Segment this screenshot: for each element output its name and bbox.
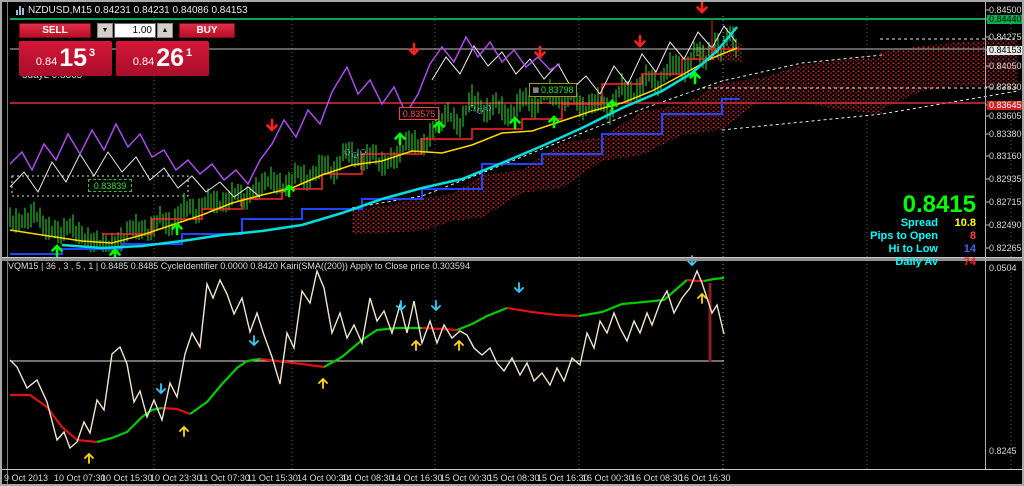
price-axis-label: 0.83160 xyxy=(989,151,1022,161)
chart-left-border xyxy=(7,2,8,484)
price-axis-label: 0.83645 xyxy=(987,100,1022,110)
price-axis-label: 0.82490 xyxy=(989,220,1022,230)
pane-separator[interactable] xyxy=(2,257,1022,261)
grid-icon: ▦ xyxy=(532,87,540,94)
price-axis-label: 0.84440 xyxy=(987,14,1022,24)
price-axis-label: 0.83380 xyxy=(989,129,1022,139)
time-axis-label: 9 Oct 2013 xyxy=(4,473,49,483)
time-axis-line xyxy=(2,469,1022,470)
time-axis[interactable]: 9 Oct 2013 10 Oct 07:30 10 Oct 15:30 10 Oct… xyxy=(2,472,1022,484)
time-axis-label: 16 Oct 00:30 xyxy=(582,473,634,483)
price-axis-label: 0.84050 xyxy=(989,61,1022,71)
price-axis-separator xyxy=(985,2,986,469)
price-axis-label: 0.82715 xyxy=(989,197,1022,207)
sell-arrow-markers xyxy=(266,2,708,132)
info-row-label: Hi to Low xyxy=(888,243,939,255)
purple-zigzag-line xyxy=(9,35,561,186)
resistance-step-line xyxy=(102,48,740,235)
price-axis[interactable]: 0.84500 0.84440 0.84275 0.84153 0.84050 0.838… xyxy=(986,2,1022,469)
buy-price-prefix: 0.84 xyxy=(132,55,155,68)
time-axis-label: 15 Oct 08:30 xyxy=(488,473,540,483)
info-row-label: Pips to Open xyxy=(870,230,938,242)
ichimoku-cloud xyxy=(351,38,1019,234)
info-row-value: 10.8 xyxy=(954,217,976,229)
one-click-trade-panel: SELL ▼ ▲ BUY xyxy=(19,23,235,38)
time-axis-label: 14 Oct 00:30 xyxy=(297,473,349,483)
sell-price-big: 15 xyxy=(59,44,88,72)
vq-line xyxy=(10,276,725,444)
kairi-line xyxy=(9,268,725,450)
zone-price-tag: 0.83839 xyxy=(88,179,132,192)
time-axis-label: 15 Oct 16:30 xyxy=(537,473,589,483)
time-axis-label: 10 Oct 15:30 xyxy=(101,473,153,483)
price-axis-label: 0.84275 xyxy=(989,32,1022,42)
info-rows: Spread 10.8 Pips to Open 8 Hi to Low 14 Daily … xyxy=(870,217,976,268)
white-zigzag-left xyxy=(9,151,261,198)
current-price: 0.8415 xyxy=(902,191,976,218)
ma-price-value: 0.83798 xyxy=(541,85,574,95)
market-info-panel: 0.8415 Spread 10.8 Pips to Open 8 Hi to Low 1… xyxy=(870,191,976,269)
volume-decrease-button[interactable]: ▼ xyxy=(97,23,113,38)
volume-input[interactable] xyxy=(114,23,156,38)
time-axis-label: 14 Oct 16:30 xyxy=(391,473,443,483)
buy-price-big: 26 xyxy=(156,44,185,72)
time-axis-label: 16 Oct 16:30 xyxy=(679,473,731,483)
indicator-scale-top: 0.0504 xyxy=(989,263,1017,273)
info-row-value: 8 xyxy=(969,230,976,242)
yellow-ma-line xyxy=(9,47,738,244)
indicator-scale-bottom: 0.8245 xyxy=(989,446,1017,456)
info-row: Daily Av 74 xyxy=(870,256,976,268)
time-axis-label: 14 Oct 08:30 xyxy=(342,473,394,483)
price-axis-label: 0.83830 xyxy=(989,82,1022,92)
ma-price-tag: ▦ 0.83798 xyxy=(529,83,577,97)
sell-price-tile[interactable]: 0.84 15 3 xyxy=(19,41,112,76)
price-axis-label: 0.82265 xyxy=(989,243,1022,253)
oscillator-down-arrows xyxy=(156,255,697,395)
mid-price-tag: 0.83575 xyxy=(399,107,439,120)
sell-price-prefix: 0.84 xyxy=(35,55,58,68)
white-zigzag-right xyxy=(431,25,737,95)
info-row: Hi to Low 14 xyxy=(870,243,977,255)
info-row-label: Daily Av xyxy=(895,256,938,268)
time-axis-label: 11 Oct 07:30 xyxy=(199,473,250,483)
time-axis-label: 16 Oct 08:30 xyxy=(631,473,683,483)
volume-increase-button[interactable]: ▲ xyxy=(157,23,173,38)
sell-button[interactable]: SELL xyxy=(19,23,91,38)
buy-arrow-markers xyxy=(51,71,701,262)
info-row-value: 14 xyxy=(963,243,976,255)
candlestick-chart-icon xyxy=(16,6,24,15)
semafor-dot-markers xyxy=(344,105,491,158)
time-axis-label: 10 Oct 07:30 xyxy=(54,473,106,483)
time-axis-label: 15 Oct 00:30 xyxy=(440,473,492,483)
support-step-line xyxy=(10,98,740,255)
chart-title-bar: NZDUSD,M15 0.84231 0.84231 0.84086 0.841… xyxy=(16,5,248,16)
bid-ask-tiles: 0.84 15 3 0.84 26 1 xyxy=(19,41,209,76)
info-row: Spread 10.8 xyxy=(870,217,976,229)
chart-title: NZDUSD,M15 0.84231 0.84231 0.84086 0.841… xyxy=(28,5,248,16)
breakout-zone-box xyxy=(11,175,189,197)
cyan-trend-ma xyxy=(61,26,738,250)
info-row-label: Spread xyxy=(900,217,938,229)
oscillator-up-arrows xyxy=(84,292,707,464)
indicator-label: VQM15 | 36 , 3 , 5 , 1 | 0.8485 0.8485 C… xyxy=(8,261,470,271)
info-row: Pips to Open 8 xyxy=(870,230,976,242)
info-row-value: 74 xyxy=(963,256,976,268)
price-axis-label: 0.83605 xyxy=(989,111,1022,121)
buy-price-tile[interactable]: 0.84 26 1 xyxy=(116,41,209,76)
time-axis-label: 10 Oct 23:30 xyxy=(150,473,202,483)
price-axis-label: 0.84153 xyxy=(987,45,1022,55)
time-axis-label: 11 Oct 15:30 xyxy=(247,473,298,483)
price-axis-label: 0.84500 xyxy=(989,5,1022,15)
buy-price-pip: 1 xyxy=(186,46,193,59)
sell-price-pip: 3 xyxy=(89,46,96,59)
price-axis-label: 0.82935 xyxy=(989,174,1022,184)
buy-button[interactable]: BUY xyxy=(179,23,235,38)
